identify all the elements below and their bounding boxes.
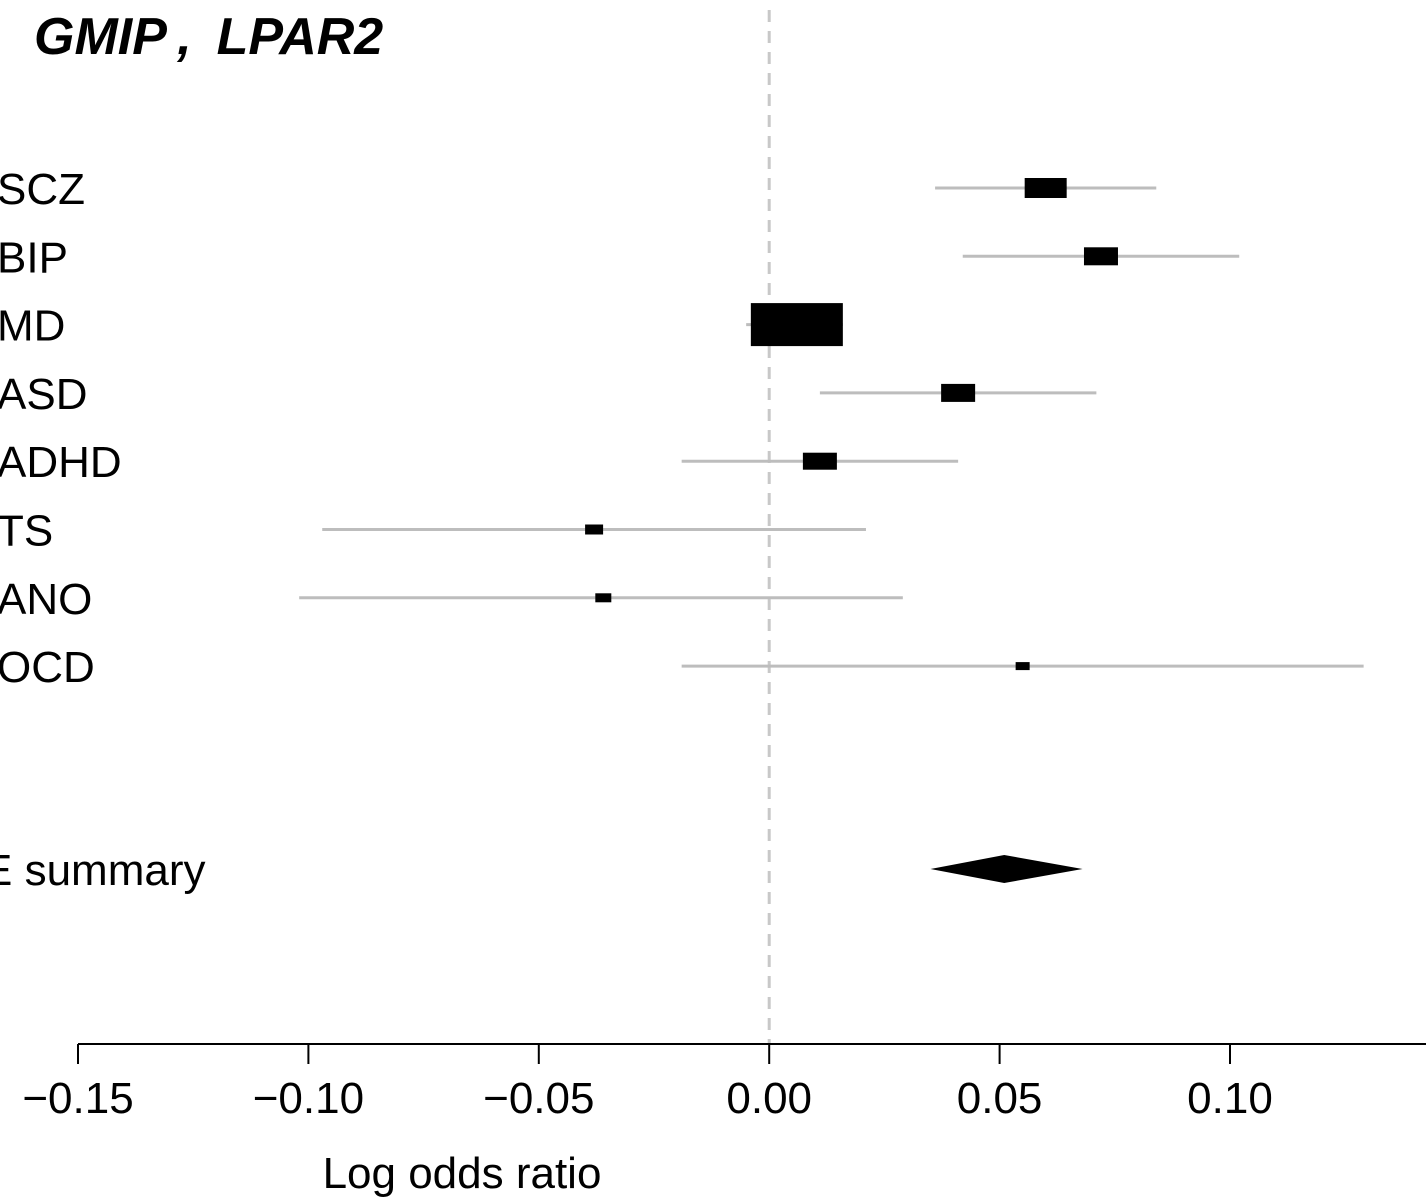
study-label: OCD (0, 643, 95, 692)
estimate-box (595, 593, 612, 603)
plot-rows: SCZ BIP MD ASD ADHD TS ANO OCD (0, 165, 1364, 692)
study-label: ASD (0, 370, 87, 419)
study-row: ANO (0, 575, 903, 624)
summary-diamond (930, 855, 1083, 883)
x-axis: −0.15 −0.10 −0.05 0.00 0.05 0.10 (22, 1043, 1426, 1123)
study-label: SCZ (0, 165, 85, 214)
tick-label: 0.05 (957, 1074, 1043, 1123)
estimate-box (941, 383, 976, 402)
study-label: MD (0, 302, 65, 351)
summary-label: E summary (0, 846, 205, 895)
study-row: BIP (0, 233, 1240, 282)
summary-row: E summary (0, 846, 1083, 895)
tick-label: −0.05 (483, 1074, 594, 1123)
study-label: ADHD (0, 438, 122, 487)
estimate-box (1024, 178, 1067, 198)
tick-label: −0.15 (22, 1074, 133, 1123)
estimate-box (1015, 662, 1030, 671)
estimate-box (750, 303, 843, 347)
study-label: ANO (0, 575, 92, 624)
tick-label: −0.10 (253, 1074, 364, 1123)
study-row: TS (0, 507, 866, 556)
tick-label: 0.10 (1187, 1074, 1273, 1123)
estimate-box (1083, 247, 1118, 266)
study-row: MD (0, 302, 843, 351)
chart-title: GMIP , LPAR2 (34, 8, 383, 66)
study-row: SCZ (0, 165, 1157, 214)
estimate-box (585, 524, 604, 535)
tick-label: 0.00 (726, 1074, 812, 1123)
study-label: BIP (0, 233, 68, 282)
study-label: TS (0, 507, 53, 556)
study-row: OCD (0, 643, 1364, 692)
study-row: ASD (0, 370, 1097, 419)
estimate-box (802, 452, 837, 470)
x-axis-title: Log odds ratio (323, 1149, 602, 1198)
study-row: ADHD (0, 438, 959, 487)
